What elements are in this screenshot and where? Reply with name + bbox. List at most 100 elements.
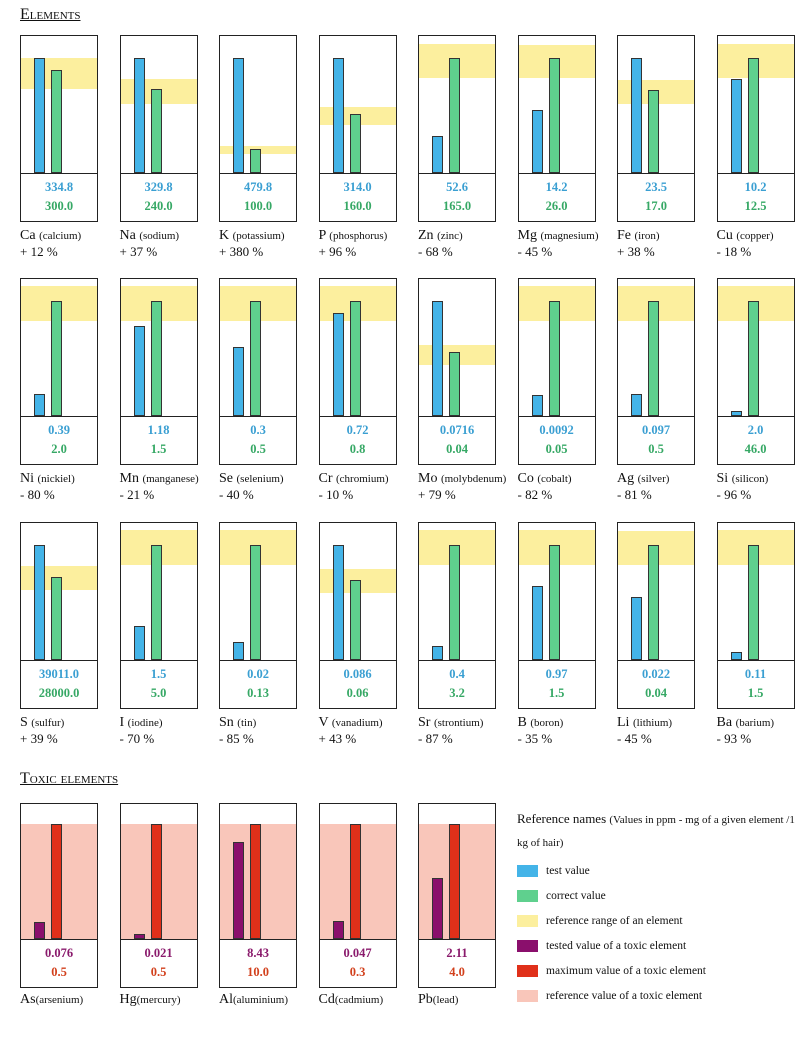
correct-bar — [548, 545, 560, 660]
element-name: (aluminium) — [233, 994, 288, 1006]
tested-bar — [332, 920, 344, 939]
element-panel: 0.02 0.13 — [219, 522, 297, 709]
correct-value: 160.0 — [343, 199, 372, 213]
value-labels: 0.4 3.2 — [419, 661, 495, 708]
element-label: Mo (molybdenum) + 79 % — [418, 471, 512, 503]
element-panel: 10.2 12.5 — [716, 35, 795, 222]
element-label: Co (cobalt) - 82 % — [518, 471, 612, 503]
element-panel: 334.8 300.0 — [20, 35, 98, 222]
test-bar — [531, 394, 543, 416]
element-name: (boron) — [530, 717, 564, 729]
value-labels: 10.2 12.5 — [718, 174, 794, 221]
element-difference: - 87 % — [418, 731, 453, 746]
test-value: 314.0 — [343, 180, 372, 194]
correct-value: 165.0 — [442, 199, 472, 213]
element-name: (arsenium) — [35, 994, 84, 1006]
element-name: (calcium) — [39, 230, 82, 242]
value-labels: 0.72 0.8 — [320, 417, 396, 464]
toxic-panel: 0.076 0.5 — [20, 803, 98, 988]
correct-bar — [250, 149, 261, 173]
element-panel: 0.097 0.5 — [617, 278, 695, 465]
tested-bar — [233, 842, 244, 939]
element-name: (sulfur) — [31, 717, 65, 729]
test-value: 52.6 — [446, 180, 468, 194]
element-label: Na (sodium) + 37 % — [120, 228, 214, 260]
element-name: (tin) — [237, 717, 257, 729]
toxic-panel: 0.021 0.5 — [119, 803, 198, 988]
element-symbol: Li — [617, 715, 630, 730]
test-value: 0.39 — [48, 423, 70, 437]
element-difference: + 43 % — [318, 731, 357, 746]
plot-area — [120, 523, 197, 661]
test-value: 2.0 — [747, 423, 764, 437]
value-labels: 0.02 0.13 — [220, 661, 296, 708]
element-difference: - 18 % — [716, 244, 752, 259]
legend-note: (Values in ppm - mg of a given element /… — [517, 814, 795, 849]
value-labels: 0.047 0.3 — [320, 940, 396, 987]
correct-bar — [349, 579, 361, 660]
element-symbol: I — [119, 715, 125, 730]
tested-bar — [133, 934, 145, 939]
element-label: Mn (manganese) - 21 % — [120, 471, 214, 503]
element-difference: + 38 % — [617, 244, 655, 259]
element-symbol: As — [20, 992, 36, 1007]
element-panel: 39011.0 28000.0 — [20, 522, 98, 709]
element-name: (magnesium) — [540, 230, 599, 242]
plot-area — [21, 804, 97, 940]
element-difference: - 35 % — [517, 731, 553, 746]
legend-item: test value — [517, 860, 802, 885]
plot-area — [518, 36, 595, 174]
plot-area — [618, 523, 694, 661]
max-bar — [250, 824, 261, 939]
max-bar — [349, 824, 361, 939]
legend-label: tested value of a toxic element — [546, 940, 687, 952]
element-symbol: S — [20, 715, 28, 730]
test-bar — [34, 58, 45, 173]
value-labels: 0.3 0.5 — [220, 417, 296, 464]
legend-item: reference range of an element — [517, 910, 802, 935]
element-symbol: Ni — [20, 471, 34, 486]
correct-value: 2.0 — [51, 442, 67, 456]
test-bar — [730, 411, 742, 416]
correct-bar — [349, 301, 361, 416]
legend-swatch — [517, 890, 538, 902]
correct-bar — [648, 301, 659, 416]
max-value: 0.5 — [150, 965, 167, 979]
correct-value: 0.8 — [349, 442, 366, 456]
element-symbol: Cr — [318, 471, 333, 486]
test-bar — [133, 625, 145, 660]
correct-bar — [747, 301, 759, 416]
correct-value: 100.0 — [243, 199, 273, 213]
element-panel: 329.8 240.0 — [119, 35, 198, 222]
correct-value: 0.13 — [247, 686, 269, 700]
test-bar — [531, 110, 543, 173]
plot-area — [717, 523, 794, 661]
test-bar — [34, 545, 45, 660]
element-label: Ag (silver) - 81 % — [617, 471, 711, 503]
correct-value: 3.2 — [449, 686, 465, 700]
element-difference: + 96 % — [318, 244, 357, 259]
correct-value: 0.5 — [250, 442, 266, 456]
max-value: 0.3 — [349, 965, 366, 979]
plot-area — [319, 36, 396, 174]
toxic-panel: 0.047 0.3 — [318, 803, 397, 988]
value-labels: 23.5 17.0 — [618, 174, 694, 221]
element-panel: 1.5 5.0 — [119, 522, 198, 709]
correct-bar — [250, 545, 261, 660]
plot-area — [220, 523, 296, 661]
plot-area — [618, 36, 694, 174]
correct-bar — [449, 58, 460, 173]
correct-bar — [449, 351, 460, 416]
plot-area — [419, 36, 495, 174]
legend-swatch — [517, 865, 538, 877]
correct-bar — [548, 58, 560, 173]
value-labels: 52.6 165.0 — [419, 174, 495, 221]
legend-label: maximum value of a toxic element — [546, 965, 706, 977]
test-bar — [631, 58, 642, 173]
test-bar — [133, 325, 145, 416]
correct-value: 17.0 — [645, 199, 667, 213]
test-bar — [432, 645, 443, 660]
correct-bar — [51, 69, 62, 173]
correct-bar — [648, 545, 659, 660]
element-panel: 479.8 100.0 — [219, 35, 297, 222]
